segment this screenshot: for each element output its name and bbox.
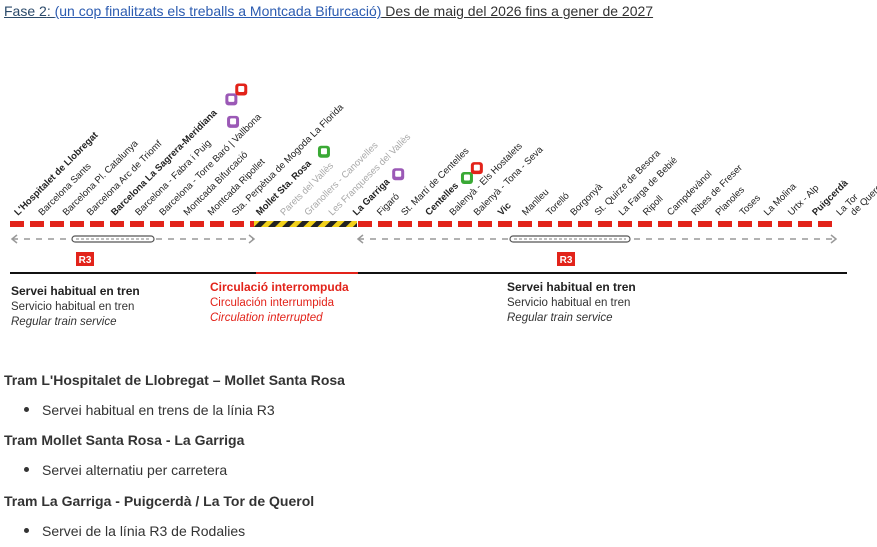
legend-normal-ca: Servei habitual en tren (11, 284, 140, 298)
legend-normal-en: Regular train service (507, 312, 613, 324)
legend-interrupted: Circulació interrompuda Circulación inte… (210, 280, 349, 327)
r3-badge-right: R3 (557, 252, 575, 266)
fgc-icon (317, 145, 330, 158)
legend-normal-es: Servicio habitual en tren (507, 296, 631, 309)
bullet-text: Servei alternatiu per carretera (42, 462, 228, 478)
arrowhead-left (10, 234, 18, 244)
arrowhead-right (830, 234, 838, 244)
arrowhead-left-end (248, 234, 256, 244)
legend-normal-left: Servei habitual en tren Servicio habitua… (11, 284, 140, 331)
bullet-dot (24, 406, 29, 412)
section-bullet-3: Servei de la línia R3 de Rodalies (24, 523, 245, 539)
section-title-3: Tram La Garriga - Puigcerdà / La Tor de … (4, 493, 315, 509)
legend-interrupted-ca: Circulació interrompuda (210, 280, 349, 294)
arrowhead-right-start (356, 234, 364, 244)
fgc-icon (460, 172, 473, 185)
r3-label: R3 (560, 255, 573, 266)
section-bullet-1: Servei habitual en trens de la línia R3 (24, 402, 275, 418)
legend-interrupted-en: Circulation interrupted (210, 312, 323, 324)
line-diagram: R3 R3 L'Hospitalet de LlobregatBarcelona… (10, 83, 877, 274)
station-label: Vic (496, 200, 514, 218)
rodalies-icon (470, 162, 483, 175)
phase-heading: Fase 2: (un cop finalitzats els treballs… (4, 3, 654, 19)
legend-normal-en: Regular train service (11, 316, 117, 328)
phase-dates: Des de maig del 2026 fins a gener de 202… (381, 3, 654, 19)
bullet-dot (24, 527, 29, 533)
section-title-1: Tram L'Hospitalet de Llobregat – Mollet … (4, 372, 345, 388)
metro-icon (392, 168, 405, 181)
bullet-text: Servei habitual en trens de la línia R3 (42, 402, 275, 418)
r3-label: R3 (79, 255, 92, 266)
bullet-text: Servei de la línia R3 de Rodalies (42, 523, 246, 539)
legend-normal-right: Servei habitual en tren Servicio habitua… (507, 280, 636, 327)
legend-normal-ca: Servei habitual en tren (507, 280, 636, 294)
phase-label: Fase 2 (4, 3, 47, 19)
phase-link[interactable]: (un cop finalitzats els treballs a Montc… (54, 3, 382, 19)
bullet-dot (24, 466, 29, 472)
metro-icon (225, 93, 238, 106)
train-icon-left (71, 235, 155, 243)
track: R3 R3 (10, 221, 847, 274)
track-interrupted-segment (254, 221, 357, 227)
section-bullet-2: Servei alternatiu per carretera (24, 462, 227, 478)
rodalies-icon (235, 83, 248, 96)
train-icon-right (509, 235, 631, 243)
metro-icon (227, 115, 240, 128)
legend-normal-es: Servicio habitual en tren (11, 300, 135, 313)
r3-badge-left: R3 (76, 252, 94, 266)
legend-interrupted-es: Circulación interrumpida (210, 296, 334, 309)
section-title-2: Tram Mollet Santa Rosa - La Garriga (4, 432, 245, 448)
